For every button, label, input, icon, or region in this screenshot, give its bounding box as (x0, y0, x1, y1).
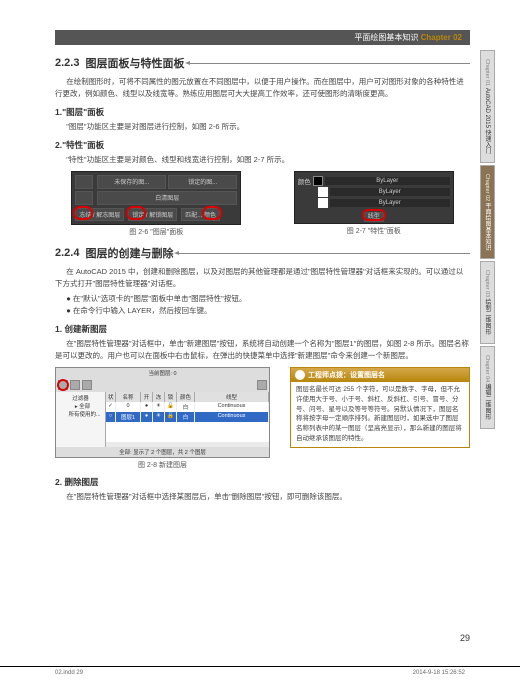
create-para: 在"图层特性管理器"对话框中，单击"新建图层"按钮，系统将自动创建一个名称为"图… (55, 338, 470, 362)
layer-icon-2 (75, 191, 93, 205)
sub2-text: "特性"功能区主要是对颜色、线型和线宽进行控制，如图 2-7 所示。 (55, 154, 470, 166)
sub1-text: "图层"功能区主要是对图层进行控制，如图 2-6 所示。 (55, 121, 470, 133)
arrow-line-2 (179, 253, 470, 254)
delete-para: 在"图层特性管理器"对话框中选择某图层后，单击"删除图层"按钮，即可删除该图层。 (55, 491, 470, 503)
section-223-para: 在绘制图形时，可将不同属性的图元放置在不同图层中，以便于用户操作。而在图层中，用… (55, 76, 470, 100)
layer-props-icon (75, 175, 93, 189)
tip-box: 工程师点拨：设置图层名 图层名最长可达 255 个字符，可以是数字、字母，但不允… (290, 367, 470, 448)
layer-lock-btn: 锁定的图... (168, 175, 237, 189)
match-btn: 匹配... 颜色 (181, 208, 220, 221)
side-tab-ch03: Chapter 03 绘制二维图形 (480, 261, 495, 344)
section-223-title: 2.2.3 图层面板与特性面板 (55, 55, 470, 71)
sub2-heading: 2."特性"面板 (55, 139, 470, 151)
lock-btn: 锁定 / 解锁图层 (128, 208, 177, 221)
arrow-line (190, 63, 470, 64)
caption-2-8: 图 2-8 新建图层 (55, 460, 270, 470)
figure-2-8: 当前图层: 0 过滤器 ▸ 全部 所有使用的... (55, 367, 270, 470)
side-tab-ch02: Chapter 02 平面绘图基本知识 (480, 165, 495, 260)
print-footer: 02.indd 29 2014-9-18 15:26:52 (0, 666, 520, 676)
chapter-header: 平面绘图基本知识 Chapter 02 (55, 30, 470, 45)
bullet-2: 在命令行中输入 LAYER，然后按回车键。 (66, 305, 470, 317)
lm-new-icon (58, 380, 68, 390)
section-224-title: 2.2.4 图层的创建与删除 (55, 245, 470, 261)
gear-icon (295, 370, 305, 380)
side-tab-ch04: Chapter 04 编辑二维图形 (480, 346, 495, 429)
sub1-heading: 1."图层"面板 (55, 106, 470, 118)
layer-list-header: 状 名称 开 冻 锁 颜色 线型 (106, 392, 269, 402)
layer-state-btn: 未保存的图... (97, 175, 166, 189)
page-number: 29 (460, 633, 470, 643)
figure-2-6: 未保存的图... 锁定的图... 白清图层 冻结 / 解冻图层 锁定 / 解锁图… (71, 171, 241, 237)
freeze-btn: 冻结 / 解冻图层 (75, 208, 124, 221)
create-heading: 1. 创建新图层 (55, 323, 470, 335)
layer-filter-tree: 过滤器 ▸ 全部 所有使用的... (56, 392, 106, 447)
lm-search-icon (257, 380, 267, 390)
caption-2-7: 图 2-7 "特性"面板 (294, 226, 454, 236)
color-swatch-icon (313, 176, 323, 186)
layer-clear-btn: 白清图层 (97, 191, 237, 205)
weight-swatch-icon (318, 198, 328, 208)
linetype-btn: 线型 (364, 212, 384, 222)
caption-2-6: 图 2-6 "图层"面板 (71, 227, 241, 237)
lm-del-icon (70, 380, 80, 390)
figure-2-7: 颜色ByLayer ByLayer ByLayer 线型 图 2-7 "特性"面… (294, 171, 454, 236)
delete-heading: 2. 删除图层 (55, 476, 470, 488)
side-tab-ch01: Chapter 01 AutoCAD 2015 快速入门 (480, 50, 495, 163)
layer-status: 全部: 显示了 2 个图层，共 2 个图层 (56, 447, 269, 457)
section-224-para: 在 AutoCAD 2015 中，创建和删除图层，以及对图层的其他管理都是通过"… (55, 266, 470, 290)
table-row: ○ 图层1 ●☀🔓 白 Continuous (106, 412, 269, 422)
lm-cur-icon (82, 380, 92, 390)
line-swatch-icon (318, 187, 328, 197)
bullet-1: 在"默认"选项卡的"图层"面板中单击"图层特性"按钮。 (66, 293, 470, 305)
table-row: ✓ 0 ●☀🔓 白 Continuous (106, 402, 269, 412)
